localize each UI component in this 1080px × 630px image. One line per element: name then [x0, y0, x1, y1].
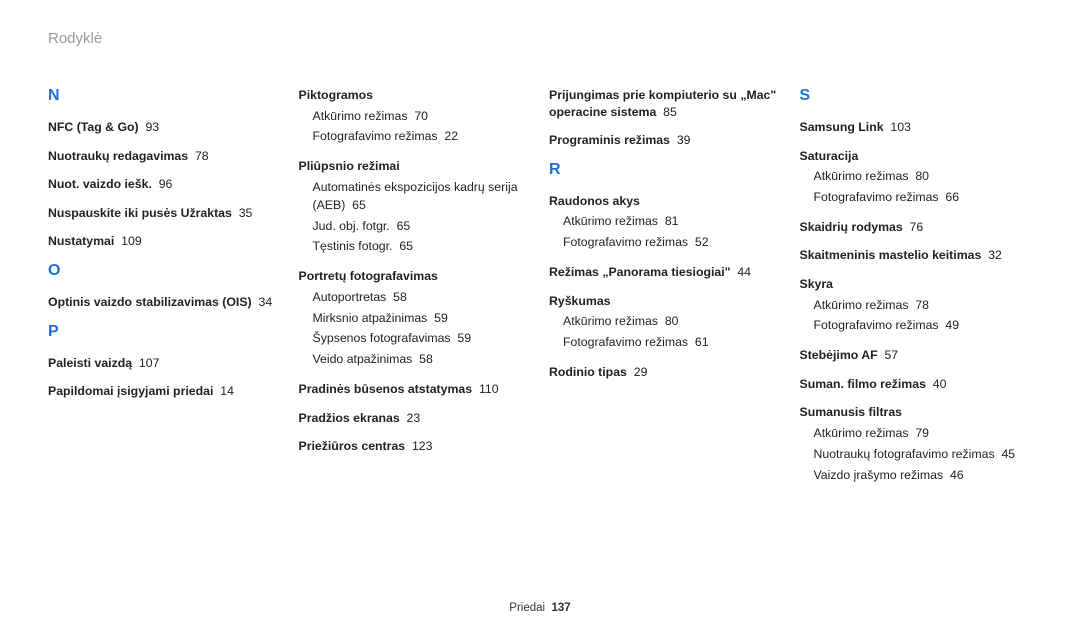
- col-3: Prijungimas prie kompiuterio su „Mac" op…: [549, 87, 782, 497]
- sub-raud-0: Atkūrimo režimas 81: [563, 213, 782, 231]
- group-skyra: Skyra Atkūrimo režimas 78 Fotografavimo …: [800, 276, 1033, 335]
- group-portretu: Portretų fotografavimas Autoportretas 58…: [299, 268, 532, 369]
- footer-label: Priedai: [509, 602, 545, 614]
- entry-ois: Optinis vaizdo stabilizavimas (OIS) 34: [48, 294, 281, 311]
- head-portretu: Portretų fotografavimas: [299, 268, 532, 285]
- entry-nuotrauku: Nuotraukų redagavimas 78: [48, 148, 281, 165]
- sub-sky-1: Fotografavimo režimas 49: [814, 317, 1033, 335]
- entry-programinis: Programinis režimas 39: [549, 132, 782, 149]
- group-raudonos: Raudonos akys Atkūrimo režimas 81 Fotogr…: [549, 193, 782, 252]
- sub-pikto-0: Atkūrimo režimas 70: [313, 108, 532, 126]
- head-skyra: Skyra: [800, 276, 1033, 293]
- entry-pradzios: Pradžios ekranas 23: [299, 410, 532, 427]
- entry-prieziuros: Priežiūros centras 123: [299, 438, 532, 455]
- sub-rysk-1: Fotografavimo režimas 61: [563, 334, 782, 352]
- head-sumanusis: Sumanusis filtras: [800, 404, 1033, 421]
- sub-pikto-1: Fotografavimo režimas 22: [313, 128, 532, 146]
- sub-sum-0: Atkūrimo režimas 79: [814, 425, 1033, 443]
- sub-rysk-0: Atkūrimo režimas 80: [563, 313, 782, 331]
- entry-rezimas-panorama: Režimas „Panorama tiesiogiai" 44: [549, 264, 782, 281]
- entry-suman-filmo: Suman. filmo režimas 40: [800, 376, 1033, 393]
- entry-pradines: Pradinės būsenos atstatymas 110: [299, 381, 532, 398]
- letter-r: R: [549, 161, 782, 179]
- entry-skaitmeninis: Skaitmeninis mastelio keitimas 32: [800, 247, 1033, 264]
- entry-nuspauskite: Nuspauskite iki pusės Užraktas 35: [48, 205, 281, 222]
- page-header: Rodyklė: [48, 30, 1032, 47]
- head-raudonos: Raudonos akys: [549, 193, 782, 210]
- sub-sat-0: Atkūrimo režimas 80: [814, 168, 1033, 186]
- col-1: N NFC (Tag & Go) 93 Nuotraukų redagavima…: [48, 87, 281, 497]
- footer-page: 137: [552, 602, 571, 614]
- sub-sum-1: Nuotraukų fotografavimo režimas 45: [814, 446, 1033, 464]
- entry-prijungimas: Prijungimas prie kompiuterio su „Mac" op…: [549, 87, 782, 120]
- entry-rodinio: Rodinio tipas 29: [549, 364, 782, 381]
- col-2: Piktogramos Atkūrimo režimas 70 Fotograf…: [299, 87, 532, 497]
- col-4: S Samsung Link 103 Saturacija Atkūrimo r…: [800, 87, 1033, 497]
- sub-sat-1: Fotografavimo režimas 66: [814, 189, 1033, 207]
- sub-port-2: Šypsenos fotografavimas 59: [313, 330, 532, 348]
- head-ryskumas: Ryškumas: [549, 293, 782, 310]
- group-saturacija: Saturacija Atkūrimo režimas 80 Fotografa…: [800, 148, 1033, 207]
- page-footer: Priedai 137: [0, 602, 1080, 614]
- group-ryskumas: Ryškumas Atkūrimo režimas 80 Fotografavi…: [549, 293, 782, 352]
- head-saturacija: Saturacija: [800, 148, 1033, 165]
- sub-port-1: Mirksnio atpažinimas 59: [313, 310, 532, 328]
- sub-pliu-0: Automatinės ekspozicijos kadrų serija (A…: [313, 179, 532, 215]
- entry-papildomai: Papildomai įsigyjami priedai 14: [48, 383, 281, 400]
- entry-nustatymai: Nustatymai 109: [48, 233, 281, 250]
- sub-sky-0: Atkūrimo režimas 78: [814, 297, 1033, 315]
- sub-port-0: Autoportretas 58: [313, 289, 532, 307]
- sub-port-3: Veido atpažinimas 58: [313, 351, 532, 369]
- entry-stebejimo: Stebėjimo AF 57: [800, 347, 1033, 364]
- sub-raud-1: Fotografavimo režimas 52: [563, 234, 782, 252]
- sub-sum-2: Vaizdo įrašymo režimas 46: [814, 467, 1033, 485]
- entry-paleisti: Paleisti vaizdą 107: [48, 355, 281, 372]
- group-piktogramos: Piktogramos Atkūrimo režimas 70 Fotograf…: [299, 87, 532, 146]
- letter-s: S: [800, 87, 1033, 105]
- entry-nfc: NFC (Tag & Go) 93: [48, 119, 281, 136]
- head-pliupsnio: Pliūpsnio režimai: [299, 158, 532, 175]
- letter-n: N: [48, 87, 281, 105]
- entry-skaidriu: Skaidrių rodymas 76: [800, 219, 1033, 236]
- entry-nuot-vaizdo: Nuot. vaizdo iešk. 96: [48, 176, 281, 193]
- sub-pliu-2: Tęstinis fotogr. 65: [313, 238, 532, 256]
- head-piktogramos: Piktogramos: [299, 87, 532, 104]
- letter-p: P: [48, 323, 281, 341]
- letter-o: O: [48, 262, 281, 280]
- sub-pliu-1: Jud. obj. fotgr. 65: [313, 218, 532, 236]
- group-pliupsnio: Pliūpsnio režimai Automatinės ekspozicij…: [299, 158, 532, 256]
- group-sumanusis: Sumanusis filtras Atkūrimo režimas 79 Nu…: [800, 404, 1033, 484]
- index-columns: N NFC (Tag & Go) 93 Nuotraukų redagavima…: [48, 87, 1032, 497]
- entry-samsung: Samsung Link 103: [800, 119, 1033, 136]
